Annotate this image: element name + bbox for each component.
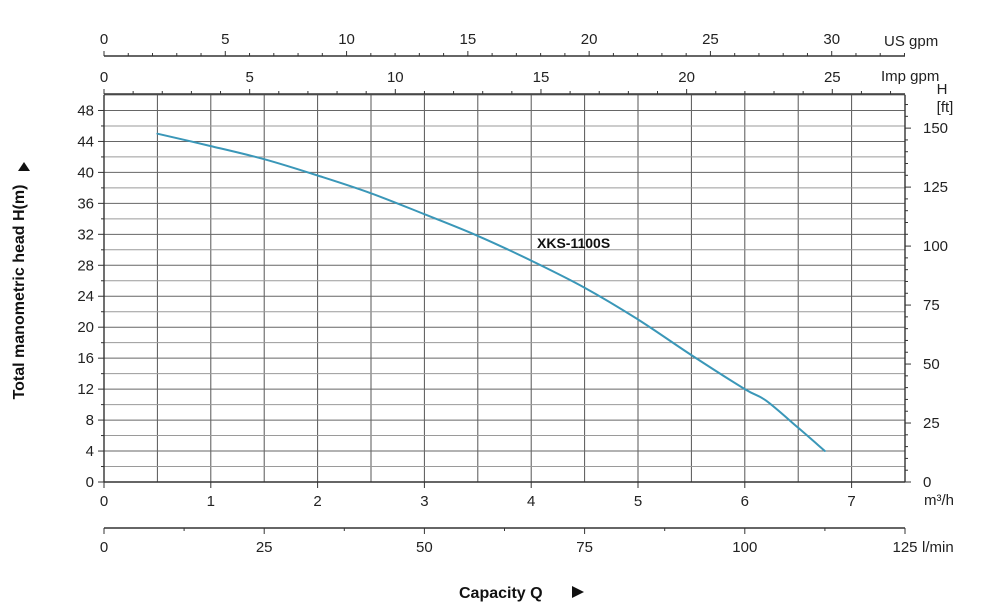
y2-tick-label: 150 [923,120,948,137]
x-tick-label-lmin: 125 [892,539,917,556]
plot-frame [103,94,906,483]
y-tick-label: 24 [77,288,94,305]
series-line-xks-1100s [156,132,826,452]
ft-axis-title-line2: [ft] [937,99,954,116]
x-tick-label-imp-gpm: 25 [824,69,841,86]
x-tick-label-m3h: 3 [420,493,428,510]
series-label-xks-1100s: XKS-1100S [537,235,610,251]
x-tick-label-us-gpm: 0 [100,31,108,48]
y-tick-label: 32 [77,226,94,243]
x-tick-label-us-gpm: 30 [823,31,840,48]
x-tick-label-lmin: 0 [100,539,108,556]
y-tick-label: 36 [77,195,94,212]
y-tick-label: 0 [86,474,94,491]
x-tick-label-imp-gpm: 15 [533,69,550,86]
x-tick-label-imp-gpm: 10 [387,69,404,86]
x-tick-label-lmin: 100 [732,539,757,556]
y-tick-label: 48 [77,102,94,119]
x-tick-label-lmin: 75 [576,539,593,556]
y-tick-label: 40 [77,164,94,181]
x-axis-title: Capacity Q [459,585,543,602]
y-tick-label: 16 [77,350,94,367]
y2-tick-label: 25 [923,415,940,432]
x-tick-label-us-gpm: 5 [221,31,229,48]
series-layer [156,132,826,452]
m3h-unit: m³/h [924,492,954,509]
x-tick-label-m3h: 4 [527,493,535,510]
y2-tick-label: 50 [923,356,940,373]
x-tick-label-imp-gpm: 5 [245,69,253,86]
x-tick-label-us-gpm: 15 [460,31,477,48]
y2-tick-label: 0 [923,474,931,491]
us-gpm-unit: US gpm [884,33,938,50]
x-tick-label-lmin: 50 [416,539,433,556]
y-tick-label: 8 [86,412,94,429]
x-tick-label-m3h: 5 [634,493,642,510]
x-tick-label-lmin: 25 [256,539,273,556]
y-tick-label: 28 [77,257,94,274]
axes [103,55,906,529]
x-tick-label-us-gpm: 25 [702,31,719,48]
x-tick-label-m3h: 2 [313,493,321,510]
x-tick-label-m3h: 7 [847,493,855,510]
x-tick-label-m3h: 6 [741,493,749,510]
ft-axis-title-line1: H [937,81,948,98]
y-tick-label: 20 [77,319,94,336]
x-tick-label-us-gpm: 10 [338,31,355,48]
grid [103,94,906,483]
y2-tick-label: 100 [923,238,948,255]
y2-tick-label: 75 [923,297,940,314]
x-tick-label-m3h: 0 [100,493,108,510]
x-tick-label-m3h: 1 [207,493,215,510]
x-tick-label-us-gpm: 20 [581,31,598,48]
x-axis-title-arrow-icon [572,586,584,598]
imp-gpm-unit: Imp gpm [881,68,939,85]
y2-tick-label: 125 [923,179,948,196]
y-axis-title: Total manometric head H(m) [11,185,28,400]
ticks: 0481216202428323640444802550751001251500… [77,31,948,556]
y-tick-label: 4 [86,443,94,460]
x-tick-label-imp-gpm: 20 [678,69,695,86]
y-tick-label: 12 [77,381,94,398]
y-tick-label: 44 [77,133,94,150]
y-axis-title-arrow-icon [18,162,30,171]
lmin-unit: l/min [922,539,954,556]
x-tick-label-imp-gpm: 0 [100,69,108,86]
